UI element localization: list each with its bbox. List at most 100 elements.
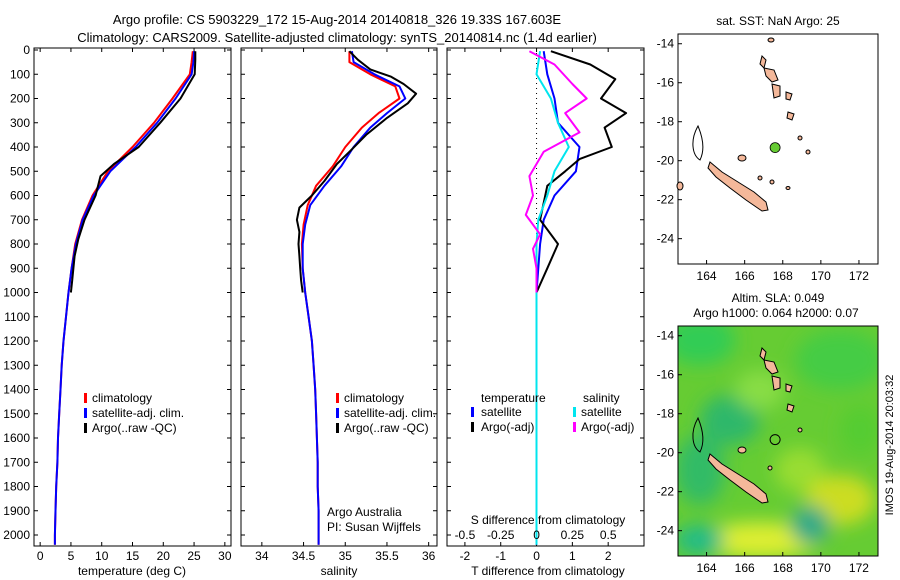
x-tick-label: 0 <box>37 549 44 563</box>
sst-map-longitude-ticks: 164 166 168 170 172 <box>697 260 869 283</box>
salinity-depth-ticks <box>241 49 437 536</box>
islet-2 <box>797 135 803 141</box>
y-tick-label: -18 <box>657 115 675 129</box>
x-tick-label: 0 <box>533 549 540 563</box>
legend-swatch-argo <box>336 423 339 433</box>
y-tick-label: 1100 <box>4 310 30 324</box>
x-tick-label: 166 <box>735 269 755 283</box>
y-tick-label: 1000 <box>3 286 30 300</box>
x-tick-label: 20 <box>157 549 171 563</box>
series-line-argo-raw-qc <box>69 51 197 293</box>
y-tick-label: -14 <box>657 37 675 51</box>
sla-heatmap <box>678 326 878 556</box>
sla-blob <box>790 505 830 545</box>
t-difference-label: T difference from climatology <box>471 564 625 578</box>
legend-label-argo: Argo(..raw -QC) <box>92 421 177 435</box>
legend-swatch-climatology <box>336 393 339 403</box>
legend-label-climatology: climatology <box>344 391 404 405</box>
salinity-series <box>295 50 418 545</box>
series-line-climatology <box>300 51 401 545</box>
y-tick-label: 1400 <box>3 383 30 397</box>
difference-panel: -2 -1 0 1 2 S difference from climatology -0… <box>446 47 645 578</box>
sla-blob <box>795 330 878 390</box>
y-tick-label: 700 <box>10 213 30 227</box>
y-tick-label: -22 <box>657 485 675 499</box>
s-difference-tick-labels: -0.5 -0.25 0 0.25 0.5 <box>455 528 617 542</box>
series-line-climatology <box>53 51 194 545</box>
salinity-plot-frame <box>240 47 438 547</box>
islet-6 <box>797 427 803 433</box>
x-tick-label-secondary: 0.5 <box>600 528 617 542</box>
islet-3 <box>805 149 811 155</box>
y-tick-label: 1300 <box>3 358 30 372</box>
islet-1 <box>767 37 775 43</box>
y-tick-label: 600 <box>10 189 30 203</box>
islet-4 <box>767 465 773 471</box>
legend-swatch-argo <box>84 423 87 433</box>
islet-7 <box>737 154 747 162</box>
coastline-outline <box>692 416 704 453</box>
series-line-argo-adj <box>524 50 588 293</box>
islet-6 <box>785 186 791 190</box>
temperature-axis-label: temperature (deg C) <box>78 564 186 578</box>
islet-4 <box>757 175 763 181</box>
sla-map-latitude-ticks: -14 -16 -18 -20 -22 -24 <box>657 329 682 538</box>
x-tick-label: 164 <box>697 269 717 283</box>
s-difference-label: S difference from climatology <box>471 513 626 527</box>
series-line-satellite <box>535 51 570 545</box>
legend-swatch-t-argo <box>471 422 474 432</box>
x-tick-label: 5 <box>68 549 75 563</box>
x-tick-label: 34 <box>255 549 269 563</box>
x-tick-label: 10 <box>95 549 109 563</box>
header-line-1: Argo profile: CS 5903229_172 15-Aug-2014… <box>113 12 561 27</box>
islet-8 <box>676 181 684 191</box>
vanuatu-island-5 <box>786 403 795 413</box>
y-tick-label: 1900 <box>3 504 30 518</box>
x-tick-label: 170 <box>811 269 831 283</box>
y-tick-label: 900 <box>10 261 30 275</box>
sla-blob <box>678 525 725 555</box>
islet-7 <box>737 446 747 454</box>
difference-plot-frame <box>446 47 645 547</box>
legend-swatch-climatology <box>84 393 87 403</box>
y-tick-label: 800 <box>10 237 30 251</box>
legend-label-s-argo: Argo(-adj) <box>581 420 634 434</box>
x-tick-label: 30 <box>218 549 232 563</box>
x-tick-label: 168 <box>773 269 793 283</box>
sst-map-latitude-ticks: -14 -16 -18 -20 -22 -24 <box>657 37 682 246</box>
legend-label-satellite-adj: satellite-adj. clim. <box>92 406 184 420</box>
islet-5 <box>769 179 775 185</box>
y-tick-label: -24 <box>657 524 675 538</box>
sla-blob <box>775 448 825 492</box>
temperature-series <box>53 51 197 545</box>
series-line-argo-adj <box>535 50 628 293</box>
new-caledonia-island <box>707 161 769 212</box>
legend-label-t-argo: Argo(-adj) <box>481 420 534 434</box>
legend-swatch-satellite-adj <box>336 408 339 418</box>
y-tick-label: 1600 <box>3 431 30 445</box>
legend-label-s-satellite: satellite <box>581 405 622 419</box>
x-tick-label-secondary: 0 <box>533 528 540 542</box>
vanuatu-island-3 <box>771 375 781 391</box>
temperature-legend: climatology satellite-adj. clim. Argo(..… <box>84 391 184 435</box>
vanuatu-island-5 <box>786 111 795 121</box>
y-tick-label: 1200 <box>3 334 30 348</box>
difference-depth-ticks <box>447 49 644 536</box>
series-line-argo-raw-qc <box>295 50 418 293</box>
sla-blob <box>678 326 735 365</box>
temperature-plot-frame <box>33 47 232 547</box>
x-tick-label: 170 <box>811 561 831 575</box>
x-tick-label-secondary: -0.5 <box>455 528 476 542</box>
y-tick-label: 300 <box>10 116 30 130</box>
annotation-argo-australia: Argo Australia <box>327 505 402 519</box>
argo-float-marker <box>769 142 781 154</box>
sla-blob <box>700 522 820 556</box>
sla-map-coastlines <box>692 347 803 504</box>
sla-anomaly-field <box>678 326 878 556</box>
y-tick-label: 1800 <box>3 480 30 494</box>
salinity-panel: 34 34.5 35 35.5 36 salinity climatology sate… <box>240 47 438 578</box>
salinity-legend: climatology satellite-adj. clim. Argo(..… <box>336 391 436 435</box>
y-tick-label: 200 <box>10 92 30 106</box>
y-tick-label: 1500 <box>3 407 30 421</box>
new-caledonia-island <box>707 453 769 504</box>
